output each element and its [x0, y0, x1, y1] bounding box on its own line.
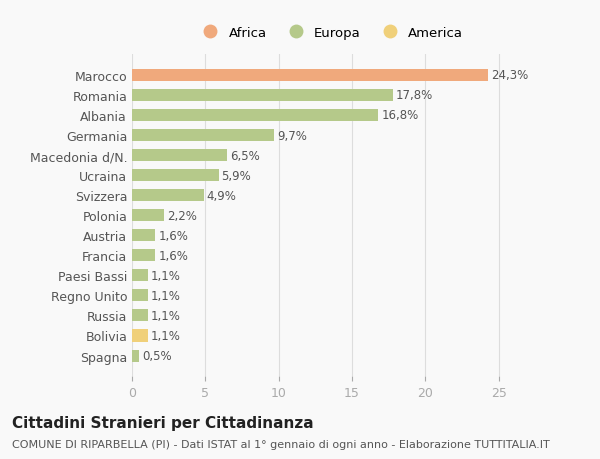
Bar	[132, 90, 393, 102]
Text: 1,1%: 1,1%	[151, 309, 181, 322]
Text: 5,9%: 5,9%	[221, 169, 251, 182]
Bar	[132, 70, 488, 82]
Text: 17,8%: 17,8%	[396, 89, 433, 102]
Text: 4,9%: 4,9%	[207, 189, 236, 202]
Bar	[132, 230, 155, 242]
Text: 0,5%: 0,5%	[142, 349, 172, 362]
Bar	[132, 190, 204, 202]
Bar	[132, 310, 148, 322]
Text: 1,1%: 1,1%	[151, 269, 181, 282]
Text: 9,7%: 9,7%	[277, 129, 307, 142]
Legend: Africa, Europa, America: Africa, Europa, America	[190, 20, 470, 46]
Text: 1,6%: 1,6%	[158, 249, 188, 262]
Bar	[132, 130, 274, 142]
Text: Cittadini Stranieri per Cittadinanza: Cittadini Stranieri per Cittadinanza	[12, 415, 314, 430]
Bar	[132, 270, 148, 282]
Bar	[132, 250, 155, 262]
Bar	[132, 350, 139, 362]
Text: 6,5%: 6,5%	[230, 149, 260, 162]
Bar	[132, 210, 164, 222]
Text: 1,6%: 1,6%	[158, 229, 188, 242]
Bar	[132, 150, 227, 162]
Text: COMUNE DI RIPARBELLA (PI) - Dati ISTAT al 1° gennaio di ogni anno - Elaborazione: COMUNE DI RIPARBELLA (PI) - Dati ISTAT a…	[12, 440, 550, 449]
Text: 2,2%: 2,2%	[167, 209, 197, 222]
Bar	[132, 110, 379, 122]
Text: 24,3%: 24,3%	[491, 69, 529, 82]
Text: 16,8%: 16,8%	[382, 109, 419, 122]
Text: 1,1%: 1,1%	[151, 289, 181, 302]
Text: 1,1%: 1,1%	[151, 329, 181, 342]
Bar	[132, 290, 148, 302]
Bar	[132, 330, 148, 342]
Bar	[132, 170, 218, 182]
